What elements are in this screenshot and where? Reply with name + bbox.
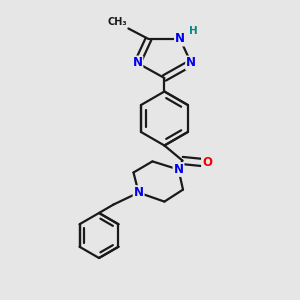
Text: H: H (189, 26, 198, 37)
Text: N: N (134, 186, 144, 199)
Text: N: N (173, 163, 184, 176)
Text: N: N (175, 32, 185, 46)
Text: O: O (202, 156, 212, 169)
Text: CH₃: CH₃ (107, 17, 127, 27)
Text: N: N (132, 56, 142, 70)
Text: N: N (186, 56, 196, 70)
